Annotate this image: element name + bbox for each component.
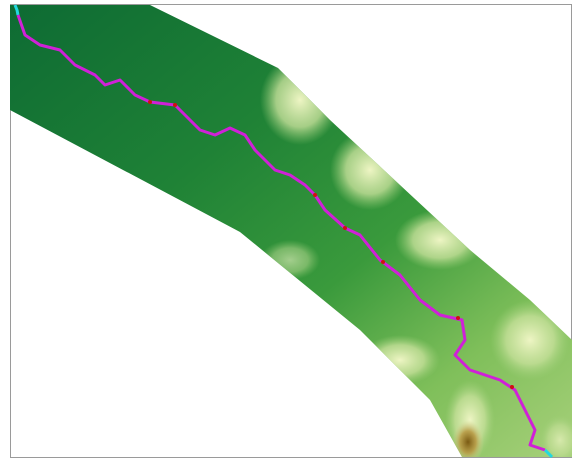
page <box>0 0 572 459</box>
river-node <box>510 385 514 389</box>
river-node <box>173 103 177 107</box>
river-node <box>381 260 385 264</box>
river-node <box>456 316 460 320</box>
map-view <box>0 0 572 459</box>
river-node <box>148 100 152 104</box>
river-node <box>313 193 317 197</box>
river-node <box>343 226 347 230</box>
